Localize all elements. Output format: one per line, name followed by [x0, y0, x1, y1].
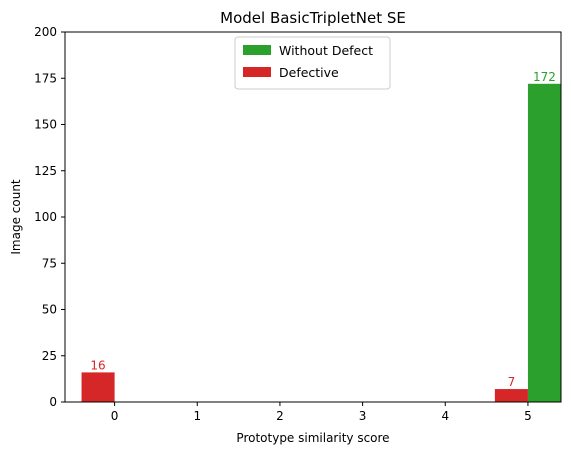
- x-axis-label: Prototype similarity score: [236, 431, 389, 445]
- data-labels-group: 172 16 7: [90, 70, 555, 389]
- x-tick-label: 2: [276, 409, 284, 423]
- y-axis-label: Image count: [9, 179, 23, 255]
- y-tick-label: 25: [42, 349, 57, 363]
- legend-label: Defective: [279, 65, 339, 80]
- y-tick-label: 100: [34, 210, 57, 224]
- bar-defective-0: [81, 372, 115, 402]
- y-tick-label: 50: [42, 303, 57, 317]
- y-tick-label: 175: [34, 71, 57, 85]
- y-tick-label: 150: [34, 118, 57, 132]
- y-tick-label: 125: [34, 164, 57, 178]
- y-tick-label: 75: [42, 256, 57, 270]
- x-tick-label: 0: [111, 409, 119, 423]
- x-tick-label: 5: [524, 409, 532, 423]
- y-axis: 0 25 50 75 100 125 150 175 200: [34, 25, 65, 409]
- y-tick-label: 200: [34, 25, 57, 39]
- x-axis: 0 1 2 3 4 5: [111, 402, 532, 423]
- legend-box: [234, 36, 391, 90]
- x-tick-label: 3: [359, 409, 367, 423]
- data-label: 7: [508, 375, 516, 389]
- data-label: 16: [90, 358, 105, 372]
- legend-swatch: [243, 67, 271, 77]
- x-tick-label: 1: [193, 409, 201, 423]
- plot-frame: [64, 31, 562, 403]
- chart-title: Model BasicTripletNet SE: [220, 9, 406, 27]
- y-tick-label: 0: [49, 395, 57, 409]
- data-label: 172: [533, 70, 556, 84]
- legend: Without Defect Defective: [234, 36, 391, 90]
- legend-swatch: [243, 45, 271, 55]
- legend-label: Without Defect: [279, 43, 373, 58]
- bar-without-defect-5: [527, 83, 561, 403]
- bars-group: [81, 83, 561, 403]
- bar-defective-5: [494, 389, 528, 402]
- x-tick-label: 4: [441, 409, 449, 423]
